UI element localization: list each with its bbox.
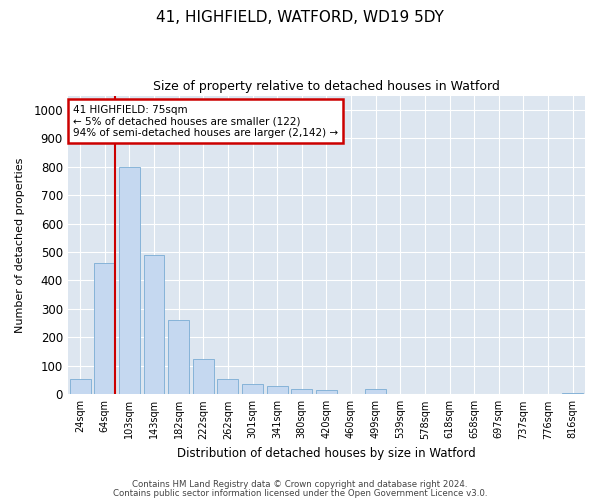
Text: 41 HIGHFIELD: 75sqm
← 5% of detached houses are smaller (122)
94% of semi-detach: 41 HIGHFIELD: 75sqm ← 5% of detached hou… <box>73 104 338 138</box>
Bar <box>292 388 312 394</box>
Bar <box>94 264 115 394</box>
Bar <box>316 390 337 394</box>
Bar <box>266 386 287 394</box>
Text: Contains HM Land Registry data © Crown copyright and database right 2024.: Contains HM Land Registry data © Crown c… <box>132 480 468 489</box>
Y-axis label: Number of detached properties: Number of detached properties <box>15 157 25 332</box>
X-axis label: Distribution of detached houses by size in Watford: Distribution of detached houses by size … <box>177 447 476 460</box>
Bar <box>168 320 189 394</box>
Bar <box>119 166 140 394</box>
Bar <box>365 389 386 394</box>
Bar <box>217 378 238 394</box>
Bar <box>193 358 214 394</box>
Text: Contains public sector information licensed under the Open Government Licence v3: Contains public sector information licen… <box>113 488 487 498</box>
Bar <box>242 384 263 394</box>
Bar <box>562 393 583 394</box>
Bar <box>143 255 164 394</box>
Text: 41, HIGHFIELD, WATFORD, WD19 5DY: 41, HIGHFIELD, WATFORD, WD19 5DY <box>156 10 444 25</box>
Bar <box>70 378 91 394</box>
Title: Size of property relative to detached houses in Watford: Size of property relative to detached ho… <box>153 80 500 93</box>
